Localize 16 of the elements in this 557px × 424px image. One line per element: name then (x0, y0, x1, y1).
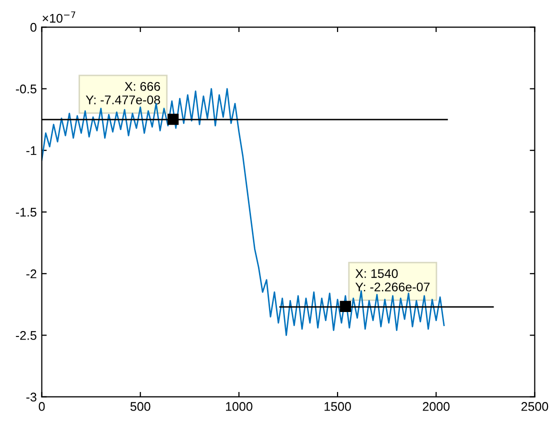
y-tick-label: -1.5 (16, 208, 36, 217)
x-tick-label: 500 (130, 402, 150, 411)
y-tick-label: -2 (26, 269, 36, 278)
x-tick-label: 2500 (521, 402, 548, 411)
y-tick-label: -3 (26, 392, 36, 402)
x-tick-label: 1500 (324, 402, 351, 411)
x-tick-label: 1000 (226, 402, 252, 411)
annotation: X: 666 Y: -7.477e-08 (86, 82, 160, 104)
text: ×10$^{−7}$ (42, 11, 76, 23)
y-tick-label: -1 (26, 146, 36, 155)
y-tick-label: -2.5 (16, 331, 36, 340)
x-tick-label: 2000 (422, 402, 450, 411)
annotation: X: 1540 Y: -2.266e-07 (355, 269, 430, 292)
x-tick-label: 0 (38, 402, 45, 411)
y-tick-label: 0 (30, 22, 36, 32)
y-tick-label: -0.5 (16, 84, 36, 94)
